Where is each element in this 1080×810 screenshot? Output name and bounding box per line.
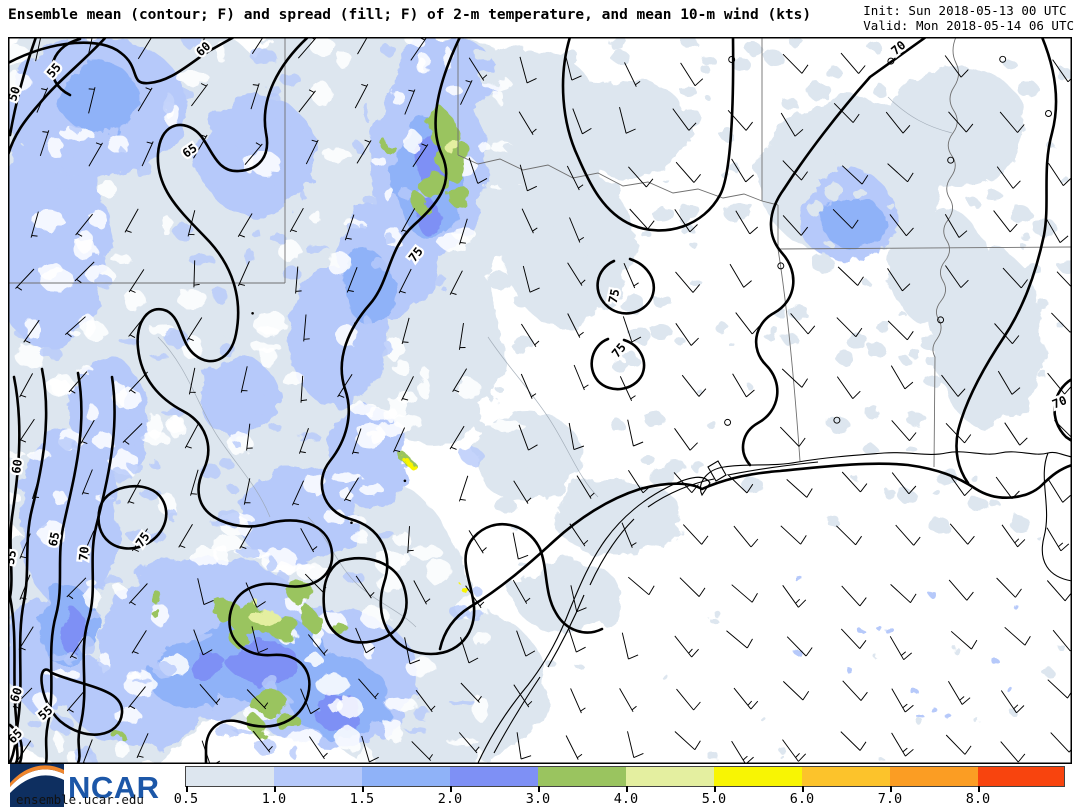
colorbar-tick [890,786,892,792]
page-title: Ensemble mean (contour; F) and spread (f… [8,7,812,23]
forecast-map: 50 55 60 65 75 75 75 60 65 70 75 55 60 55 65 70 70 [8,37,1072,764]
svg-text:65: 65 [46,531,63,548]
colorbar-tick-label: 6.0 [789,791,815,807]
colorbar-tick-label: 3.0 [525,791,551,807]
colorbar-segment [978,767,1064,786]
colorbar-tick-label: 7.0 [877,791,903,807]
colorbar-segment [626,767,714,786]
svg-text:70: 70 [888,38,908,58]
svg-text:70: 70 [76,546,91,562]
wind-barbs [12,37,1072,764]
colorbar-tick-label: 5.0 [701,791,727,807]
colorbar-tick [450,786,452,792]
colorbar-tick [538,786,540,792]
spread-fill-green [114,109,470,742]
east-speckles [470,37,1072,763]
colorbar-tick [274,786,276,792]
colorbar-tick-label: 2.0 [437,791,463,807]
ncar-logo: NCAR [10,764,160,807]
svg-text:75: 75 [606,288,623,305]
colorbar-tick-label: 0.5 [173,791,199,807]
colorbar-segment [714,767,802,786]
colorbar-tick-label: 4.0 [613,791,639,807]
colorbar-segment [538,767,626,786]
ncar-logo-text: NCAR [68,770,160,805]
colorbar-tick [186,786,188,792]
svg-text:60: 60 [9,458,25,474]
rivers [157,96,953,628]
white-speckles [8,37,525,764]
site-url: ensemble.ucar.edu [16,792,144,807]
valid-time: Valid: Mon 2018-05-14 06 UTC [863,18,1074,33]
state-borders [8,37,1072,468]
colorbar-tick [714,786,716,792]
temperature-contours [8,37,1072,764]
colorbar-segment [362,767,450,786]
colorbar-tick [978,786,980,792]
colorbar-segment [186,767,274,786]
colorbar-tick-label: 1.5 [349,791,375,807]
colorbar-tick-label: 1.0 [261,791,287,807]
coastline [477,451,1072,764]
init-time: Init: Sun 2018-05-13 00 UTC [863,3,1067,18]
svg-text:70: 70 [1050,393,1069,411]
colorbar-tick-label: 8.0 [965,791,991,807]
colorbar-tick [626,786,628,792]
colorbar-segment [274,767,362,786]
colorbar-segment [890,767,978,786]
colorbar-tick [802,786,804,792]
run-timestamps: Init: Sun 2018-05-13 00 UTC Valid: Mon 2… [863,3,1074,33]
colorbar-segment [450,767,538,786]
map-frame [8,37,1072,764]
colorbar-tick [362,786,364,792]
colorbar-segment [802,767,890,786]
colorbar: 0.5 1.0 1.5 2.0 3.0 4.0 5.0 6.0 7.0 8.0 [174,766,1065,807]
